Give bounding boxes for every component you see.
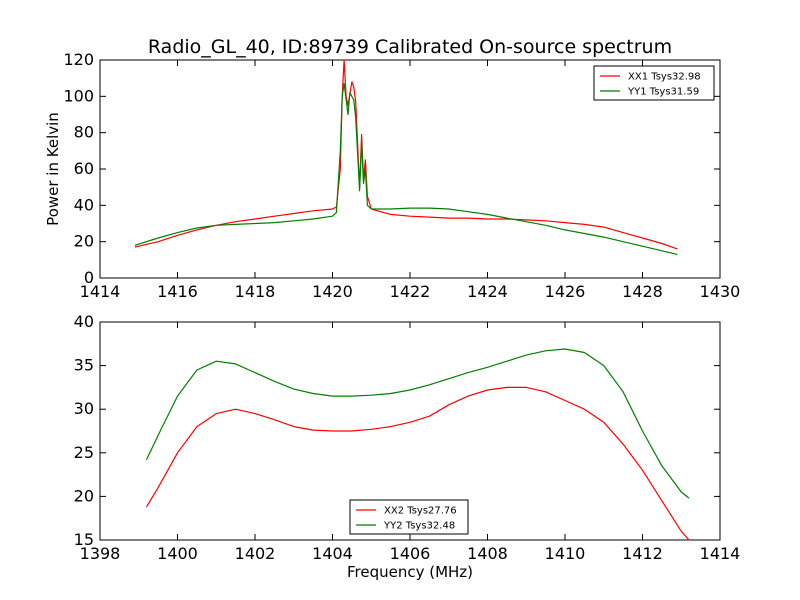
y-tick-label: 0 [84, 268, 94, 287]
legend-label: YY1 Tsys31.59 [627, 87, 699, 98]
legend-label: XX1 Tsys32.98 [628, 72, 701, 83]
y-tick-label: 120 [63, 50, 94, 69]
legend: XX2 Tsys27.76 YY2 Tsys32.48 [349, 499, 469, 535]
x-tick-label: 1402 [235, 544, 276, 563]
x-tick-label: 1414 [80, 282, 121, 301]
x-tick-label: 1424 [467, 282, 508, 301]
y-tick-label: 60 [74, 159, 94, 178]
legend: XX1 Tsys32.98 YY1 Tsys31.59 [593, 65, 715, 101]
x-tick-label: 1406 [390, 544, 431, 563]
x-tick-label: 1410 [545, 544, 586, 563]
legend-label: YY2 Tsys32.48 [383, 521, 455, 532]
bottom-spectrum-panel: Frequency (MHz) 1398 1400 1402 1404 1406 1408… [74, 312, 741, 581]
bottom-x-axis-label: Frequency (MHz) [347, 563, 473, 581]
y-tick-label: 40 [74, 195, 94, 214]
series-line-xx2 [145, 386, 690, 541]
x-tick-label: 1398 [80, 544, 121, 563]
legend-box [349, 499, 469, 535]
y-tick-label: 20 [74, 486, 94, 505]
series-line-yy1 [134, 82, 678, 255]
x-tick-label: 1408 [467, 544, 508, 563]
x-tick-label: 1404 [312, 544, 353, 563]
legend-box [593, 65, 715, 101]
top-spectrum-panel: Power in Kelvin 1414 1416 1418 1420 1422 1424… [44, 50, 740, 301]
figure-title: Radio_GL_40, ID:89739 Calibrated On-sour… [148, 36, 672, 58]
x-tick-label: 1412 [622, 544, 663, 563]
x-tick-label: 1400 [157, 544, 198, 563]
x-tick-label: 1418 [235, 282, 276, 301]
y-tick-label: 80 [74, 123, 94, 142]
x-tick-label: 1422 [390, 282, 431, 301]
y-tick-label: 30 [74, 399, 94, 418]
legend-label: XX2 Tsys27.76 [384, 506, 457, 517]
y-tick-label: 100 [63, 86, 94, 105]
series-line-yy2 [145, 348, 690, 499]
y-tick-label: 40 [74, 312, 94, 331]
x-tick-label: 1414 [700, 544, 741, 563]
y-tick-label: 25 [74, 443, 94, 462]
top-y-axis-label: Power in Kelvin [44, 112, 62, 226]
y-tick-label: 15 [74, 530, 94, 549]
x-tick-label: 1416 [157, 282, 198, 301]
x-tick-label: 1426 [545, 282, 586, 301]
x-tick-label: 1428 [622, 282, 663, 301]
y-tick-label: 20 [74, 232, 94, 251]
x-tick-label: 1430 [700, 282, 741, 301]
x-tick-label: 1420 [312, 282, 353, 301]
y-tick-label: 35 [74, 356, 94, 375]
